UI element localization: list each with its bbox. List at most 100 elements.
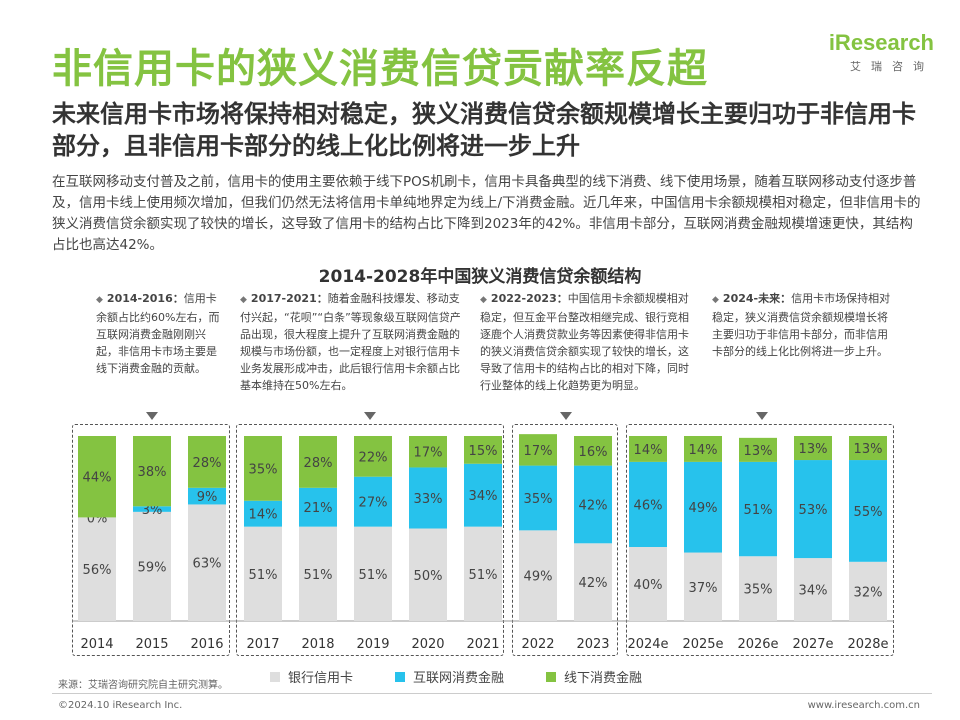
bar-segment <box>464 436 502 464</box>
description-paragraph: 在互联网移动支付普及之前，信用卡的使用主要依赖于线下POS机刷卡，信用卡具备典型… <box>52 174 921 253</box>
annotation-2022-2023: ◆ 2022-2023：中国信用卡余额规模相对稳定，但互金平台整改相继完成、银行竞… <box>480 290 692 394</box>
data-label: 49% <box>524 570 553 585</box>
annotation-text: 信用卡市场保持相对稳定，狭义消费信贷余额规模增长将主要归功于非信用卡部分，而非信… <box>712 292 891 358</box>
x-tick-label: 2024e <box>627 637 668 652</box>
bar-segment <box>849 436 887 461</box>
bar-segment <box>684 461 722 553</box>
data-label: 35% <box>744 583 773 598</box>
bar-segment <box>684 552 722 621</box>
pointer-arrow-icon <box>560 412 572 420</box>
data-label: 3% <box>142 503 163 518</box>
logo-sub-text: 艾瑞咨询 <box>850 60 934 73</box>
data-label: 35% <box>249 462 278 477</box>
data-label: 17% <box>524 444 553 459</box>
legend-swatch <box>546 671 557 682</box>
x-tick-label: 2025e <box>682 637 723 652</box>
annotation-2014-2016: ◆ 2014-2016：信用卡余额占比约60%左右，而互联网消费金融刚刚兴起，非信… <box>96 290 226 377</box>
data-label: 38% <box>138 465 167 480</box>
x-tick-label: 2015 <box>135 637 168 652</box>
annotation-2017-2021: ◆ 2017-2021：随着金融科技爆发、移动支付兴起，“花呗”“白条”等现象级互… <box>240 290 468 394</box>
data-label: 27% <box>359 496 388 511</box>
data-label: 53% <box>799 503 828 518</box>
data-label: 13% <box>799 442 828 457</box>
data-label: 40% <box>634 578 663 593</box>
x-tick-label: 2022 <box>521 637 554 652</box>
bar-segment <box>794 436 832 461</box>
bar-segment <box>133 506 171 512</box>
bar-segment <box>464 526 502 621</box>
logo-main-text: iResearch <box>828 30 934 55</box>
bar-segment <box>849 460 887 562</box>
bullet-icon: ◆ <box>480 295 487 305</box>
period-box-2017-2021 <box>236 424 504 656</box>
annotation-2024-future: ◆ 2024-未来：信用卡市场保持相对稳定，狭义消费信贷余额规模增长将主要归功于非… <box>712 290 892 360</box>
data-label: 51% <box>359 568 388 583</box>
annotation-period: 2022-2023： <box>490 292 568 305</box>
bar-segment <box>354 476 392 527</box>
bar-segment <box>78 517 116 621</box>
bar-segment <box>629 461 667 547</box>
footer-copyright: ©2024.10 iResearch Inc. <box>58 700 183 711</box>
data-label: 56% <box>83 563 112 578</box>
data-label: 22% <box>359 450 388 465</box>
bar-segment <box>354 526 392 621</box>
data-label: 35% <box>524 492 553 507</box>
bar-segment <box>299 526 337 621</box>
data-label: 44% <box>83 471 112 486</box>
bar-segment <box>188 504 226 621</box>
chart-legend: 银行信用卡 互联网消费金融 线下消费金融 <box>270 667 642 686</box>
x-tick-label: 2028e <box>847 637 888 652</box>
bar-segment <box>133 511 171 621</box>
x-tick-label: 2019 <box>356 637 389 652</box>
data-label: 42% <box>579 498 608 513</box>
data-label: 32% <box>854 585 883 600</box>
x-tick-label: 2018 <box>301 637 334 652</box>
data-label: 59% <box>138 560 167 575</box>
annotation-period: 2024-未来： <box>722 292 792 305</box>
data-label: 14% <box>689 443 718 458</box>
data-label: 28% <box>193 456 222 471</box>
data-label: 55% <box>854 505 883 520</box>
bar-segment <box>739 437 777 462</box>
data-label: 13% <box>744 444 773 459</box>
x-tick-label: 2017 <box>246 637 279 652</box>
legend-item-offline-finance: 线下消费金融 <box>546 667 642 686</box>
data-label: 13% <box>854 442 883 457</box>
footer-divider <box>52 693 932 694</box>
bar-segment <box>684 436 722 462</box>
annotation-text: 随着金融科技爆发、移动支付兴起，“花呗”“白条”等现象级互联网信贷产品出现，很大… <box>240 292 461 392</box>
data-label: 21% <box>304 501 333 516</box>
annotation-period: 2014-2016： <box>106 292 184 305</box>
bar-segment <box>629 547 667 621</box>
x-tick-label: 2021 <box>466 637 499 652</box>
legend-item-internet-finance: 互联网消费金融 <box>395 667 504 686</box>
bar-segment <box>739 461 777 557</box>
bar-segment <box>299 436 337 488</box>
data-label: 15% <box>469 444 498 459</box>
data-label: 51% <box>249 568 278 583</box>
bullet-icon: ◆ <box>240 295 247 305</box>
data-label: 42% <box>579 576 608 591</box>
bar-segment <box>794 460 832 559</box>
page-subtitle: 未来信用卡市场将保持相对稳定，狭义消费信贷余额规模增长主要归功于非信用卡部分，且… <box>52 100 916 160</box>
data-label: 51% <box>469 568 498 583</box>
data-label: 63% <box>193 557 222 572</box>
pointer-arrow-icon <box>756 412 768 420</box>
pointer-arrow-icon <box>364 412 376 420</box>
legend-label: 互联网消费金融 <box>413 671 505 686</box>
data-label: 17% <box>414 446 443 461</box>
x-tick-label: 2016 <box>190 637 223 652</box>
bar-segment <box>574 436 612 466</box>
x-tick-label: 2023 <box>576 637 609 652</box>
bar-segment <box>519 434 557 466</box>
legend-swatch <box>395 671 406 682</box>
bar-segment <box>409 467 447 529</box>
bar-segment <box>244 526 282 621</box>
period-box-2024-2028 <box>626 424 894 656</box>
x-tick-label: 2014 <box>80 637 113 652</box>
bar-segment <box>354 436 392 477</box>
bullet-icon: ◆ <box>712 295 719 305</box>
pointer-arrow-icon <box>146 412 158 420</box>
